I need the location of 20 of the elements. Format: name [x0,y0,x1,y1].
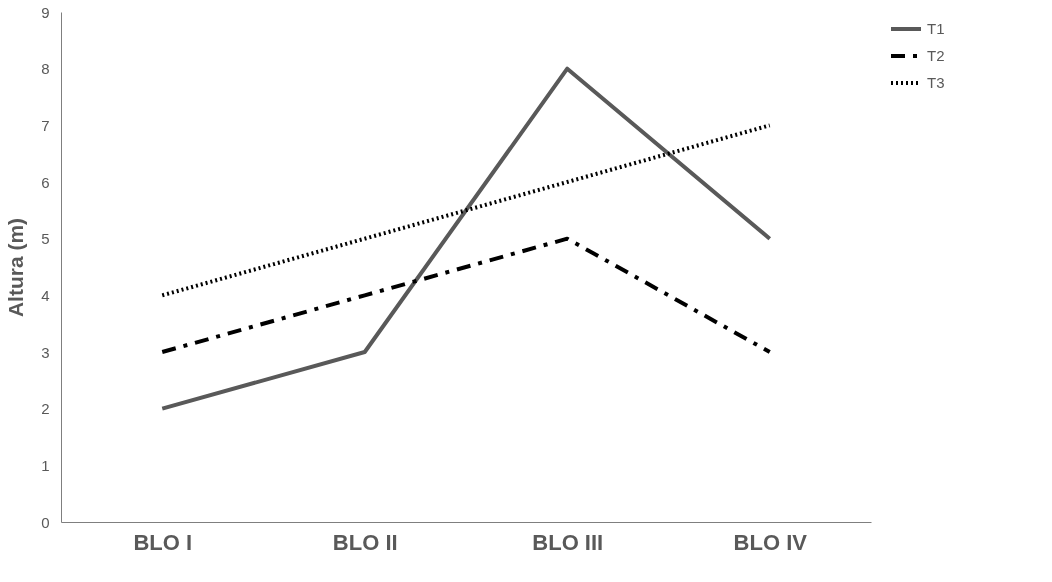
legend-label: T1 [927,20,945,37]
y-tick-label: 1 [41,456,50,474]
line-series [160,66,772,411]
y-tick-label: 3 [41,343,50,361]
legend-label: T2 [927,47,945,64]
y-tick-label: 6 [41,173,50,191]
y-tick-label: 7 [41,116,50,134]
line-series [160,123,772,298]
y-tick-label: 0 [41,513,50,531]
y-tick-label: 4 [41,286,50,304]
y-axis-title: Altura (m) [4,217,28,318]
y-tick-label: 9 [41,3,50,21]
x-tick-label: BLO I [133,529,193,555]
legend-label: T3 [927,74,945,91]
x-tick-label: BLO IV [733,529,808,555]
y-tick-label: 8 [41,60,50,78]
y-tick-label: 2 [41,400,50,418]
y-tick-label: 5 [41,230,50,248]
x-tick-label: BLO III [532,529,604,555]
x-tick-label: BLO II [332,529,398,555]
